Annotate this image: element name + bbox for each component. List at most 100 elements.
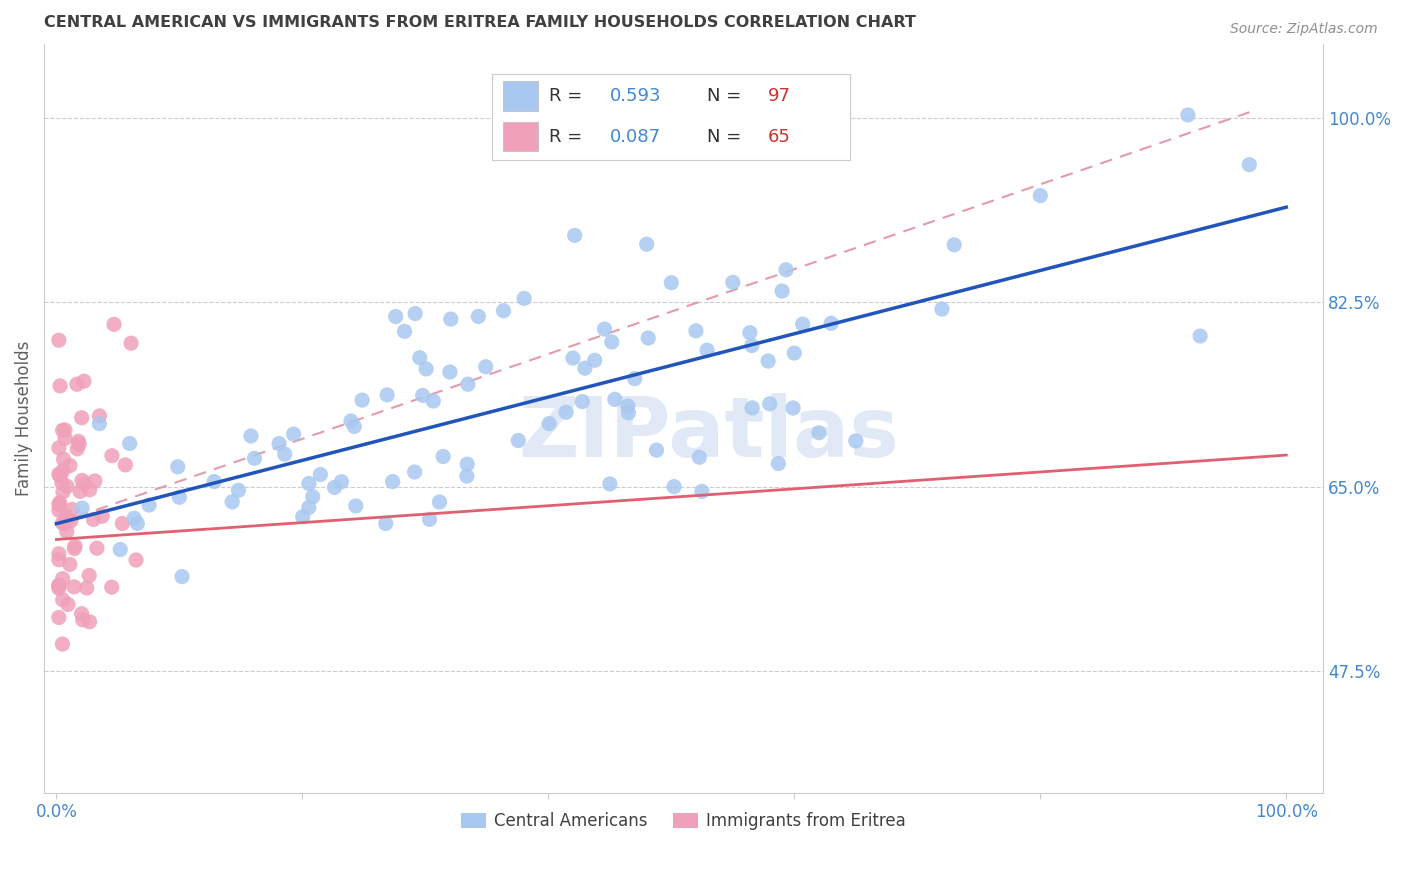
Point [770,284,793,298]
Point [56,479,79,493]
Point [103,318,125,332]
Point [738,326,761,340]
Point [48,547,70,561]
Point [67,437,90,451]
Point [52,452,75,467]
Point [52,484,75,499]
Point [741,338,763,352]
Point [1239,158,1261,172]
Point [56,598,79,612]
Point [617,406,640,420]
Point [86,541,108,556]
Point [79,615,101,629]
Point [330,475,353,489]
Point [83,512,105,526]
Point [419,512,441,526]
Point [118,436,141,450]
Point [48,496,70,510]
Point [228,483,250,498]
Point [508,434,530,448]
Point [77,568,100,582]
Point [783,346,806,360]
Point [688,450,710,465]
Point [66,377,89,392]
Point [70,607,93,621]
Point [52,424,75,438]
Point [820,316,842,330]
Point [741,401,763,415]
Point [67,434,90,449]
Point [374,516,396,531]
Point [283,427,305,442]
Point [422,394,444,409]
Point [73,476,96,491]
Point [89,417,111,431]
Point [202,475,225,489]
Point [440,312,463,326]
Point [696,343,718,358]
Point [70,501,93,516]
Point [48,467,70,482]
Point [72,613,94,627]
Point [782,401,804,415]
Point [101,449,124,463]
Point [127,516,149,531]
Point [381,475,404,489]
Point [53,431,76,445]
Point [384,310,406,324]
Point [120,336,142,351]
Point [768,457,790,471]
Point [91,509,114,524]
Point [931,302,953,317]
Point [298,500,321,515]
Point [79,483,101,497]
Point [474,359,496,374]
Point [52,572,75,586]
Point [309,467,332,482]
Point [48,441,70,455]
Point [60,502,83,516]
Point [273,447,295,461]
Point [513,292,536,306]
Point [583,353,606,368]
Point [538,417,561,431]
Point [239,429,262,443]
Point [111,516,134,531]
Point [48,578,70,592]
Point [59,514,82,528]
Point [53,516,76,531]
Point [55,514,77,528]
Point [48,579,70,593]
Text: Source: ZipAtlas.com: Source: ZipAtlas.com [1230,22,1378,37]
Y-axis label: Family Households: Family Households [15,341,32,496]
Point [291,509,314,524]
Point [63,539,86,553]
Point [51,637,73,651]
Point [63,541,86,556]
Point [169,490,191,504]
Point [301,490,323,504]
Point [344,499,367,513]
Point [323,480,346,494]
Point [600,334,623,349]
Point [66,442,89,456]
Point [404,307,426,321]
Point [89,409,111,423]
Point [571,394,593,409]
Point [1189,329,1212,343]
Point [375,388,398,402]
Point [138,498,160,512]
Point [690,484,713,499]
Point [51,475,73,490]
Point [492,303,515,318]
Point [243,451,266,466]
Point [1177,108,1199,122]
Point [53,423,76,437]
Point [83,474,105,488]
Point [593,322,616,336]
Point [48,503,70,517]
Point [439,365,461,379]
Point [343,419,366,434]
Point [685,324,707,338]
Point [456,457,478,471]
